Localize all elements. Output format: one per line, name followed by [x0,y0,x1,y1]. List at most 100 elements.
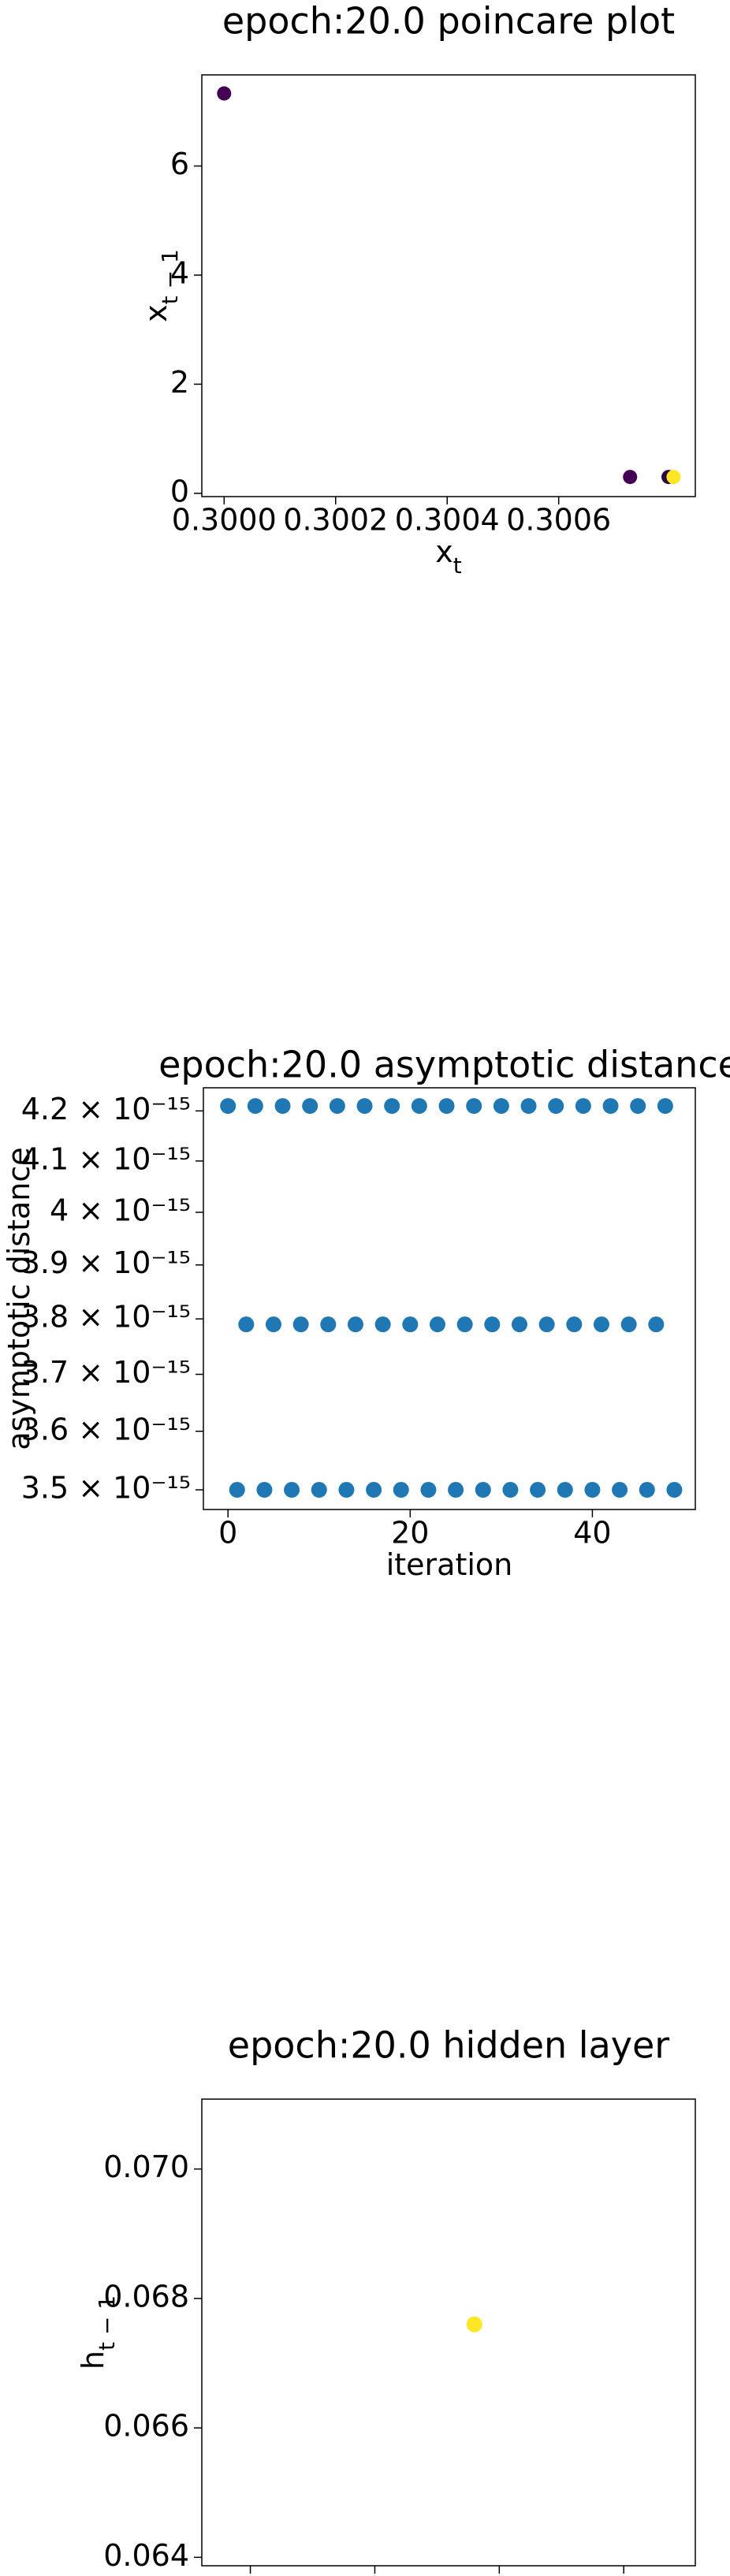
y-tick-label: 4 [170,256,189,291]
point [584,1482,601,1498]
point [374,1316,391,1333]
point [466,1098,482,1115]
y-tick-label: 4 × 10⁻¹⁵ [50,1193,191,1227]
point [448,1482,464,1498]
point [292,1316,309,1333]
point [612,1482,628,1498]
point [630,1098,646,1115]
point [247,1098,263,1115]
x-axis-label-sub: t [453,553,462,579]
y-tick-label: 4.1 × 10⁻¹⁵ [21,1141,191,1176]
point [566,1316,583,1333]
point [575,1098,591,1115]
y-tick-label: 0 [170,474,189,508]
x-tick-label: 0.070 [581,2572,667,2576]
y-tick-label: 0.068 [103,2279,189,2314]
x-tick-label: 0.064 [207,2572,293,2576]
point [602,1098,619,1115]
chart: epoch:20.0 asymptotic distance 0 20 40 3.5 ×… [2,1044,730,1582]
point [666,1482,683,1498]
point [402,1316,419,1333]
point [438,1098,455,1115]
point [620,1316,637,1333]
point [356,1098,373,1115]
y-tick-label: 0.066 [103,2409,189,2444]
chart: epoch:20.0 hidden layer 0.064 0.066 0.068 0.… [76,2024,696,2576]
point [623,470,638,485]
point [217,86,232,101]
point [502,1482,519,1498]
point [493,1098,509,1115]
x-tick-label: 0.068 [456,2572,542,2576]
y-axis-label: ht − 1 [76,2295,120,2369]
x-axis-label: iteration [386,1547,513,1582]
x-tick-label: 0.3000 [172,503,277,538]
y-tick-label: 3.7 × 10⁻¹⁵ [21,1355,191,1390]
point [284,1482,300,1498]
point [530,1482,546,1498]
y-axis-label: xt − 1 [139,249,183,322]
chart-title: epoch:20.0 hidden layer [228,2024,670,2067]
y-axis-label-sub: t − 1 [157,249,183,304]
point [420,1482,437,1498]
point [538,1316,555,1333]
chart-title: epoch:20.0 asymptotic distance [158,1044,730,1086]
x-axis-label: xt [435,534,462,579]
point [456,1316,473,1333]
y-axis-label-text: x [139,304,173,322]
y-tick-label: 0.064 [103,2538,189,2573]
x-tick-label: 0.3002 [283,503,388,538]
x-tick-label: 40 [573,1516,611,1550]
point [511,1316,527,1333]
x-tick-label: 0.066 [332,2572,418,2576]
point [557,1482,573,1498]
y-tick-label: 3.5 × 10⁻¹⁵ [21,1471,191,1506]
x-axis-label-text: iteration [386,1547,513,1582]
x-tick-label: 0 [218,1516,237,1550]
x-axis-label-text: x [435,534,453,569]
point [274,1098,291,1115]
point [657,1098,673,1115]
point [220,1098,237,1115]
point [648,1316,665,1333]
point [329,1098,345,1115]
point [366,1482,382,1498]
point [320,1316,337,1333]
y-tick-label: 6 [170,147,189,181]
point [548,1098,564,1115]
chart-title: epoch:20.0 poincare plot [222,0,675,43]
point [666,470,681,485]
y-tick-label: 3.6 × 10⁻¹⁵ [21,1412,191,1446]
point [229,1482,245,1498]
point [265,1316,281,1333]
x-tick-label: 0.3004 [395,503,500,538]
y-axis-label-text: asymptotic distance [2,1147,36,1450]
point [466,2316,482,2332]
point [593,1316,609,1333]
point [347,1316,363,1333]
point [429,1316,445,1333]
point [238,1316,255,1333]
x-tick-label: 0.3006 [506,503,611,538]
point [484,1316,501,1333]
y-tick-label: 3.9 × 10⁻¹⁵ [21,1245,191,1280]
y-tick-label: 3.8 × 10⁻¹⁵ [21,1300,191,1335]
y-tick-label: 4.2 × 10⁻¹⁵ [21,1092,191,1126]
point [256,1482,273,1498]
point [520,1098,537,1115]
y-axis-label: asymptotic distance [2,1147,36,1450]
point [302,1098,318,1115]
plot-frame [203,1087,696,1510]
y-axis-label-sub: t − 1 [94,2295,120,2351]
y-tick-label: 0.070 [103,2150,189,2184]
point [311,1482,327,1498]
plot-frame [201,74,696,497]
plot-frame [201,2098,696,2567]
y-axis-label-text: h [76,2351,110,2369]
point [338,1482,355,1498]
point [475,1482,491,1498]
point [411,1098,427,1115]
